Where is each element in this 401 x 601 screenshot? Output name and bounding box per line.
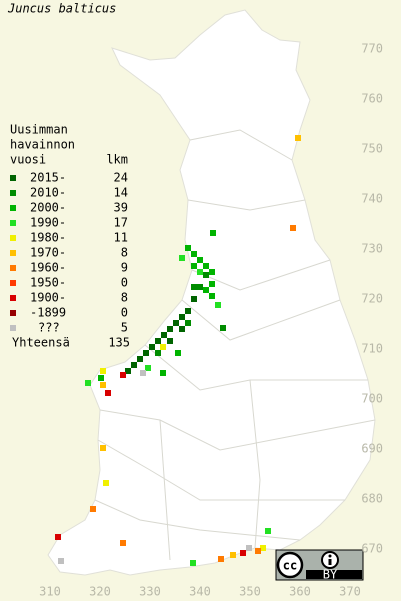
x-axis-label: 320 [89,585,111,599]
legend-swatch [10,265,16,271]
legend-label: 2000- [30,201,66,215]
y-axis-label: 670 [361,542,383,556]
x-axis-label: 370 [339,585,361,599]
legend-total: 135 [108,336,130,350]
country-outline [47,9,376,576]
y-axis-label: 720 [361,292,383,306]
legend-swatch [10,295,16,301]
y-axis-label: 770 [361,42,383,56]
legend-label: ??? [38,321,60,335]
legend-swatch [10,325,16,331]
x-axis-label: 310 [39,585,61,599]
y-axis-label: 740 [361,192,383,206]
legend-count: 11 [114,231,128,245]
legend-count: 0 [121,306,128,320]
legend-count: 17 [114,216,128,230]
x-axis-label: 330 [139,585,161,599]
legend-count: 8 [121,246,128,260]
by-icon-head [328,554,332,558]
legend-label: 1980- [30,231,66,245]
y-axis-label: 730 [361,242,383,256]
legend-swatch [10,220,16,226]
cc-text: cc [283,559,297,573]
y-axis-label: 760 [361,92,383,106]
legend-total-label: Yhteensä [12,336,70,350]
cc-icon [276,551,304,579]
legend-swatch [10,190,16,196]
legend-header: havainnon [10,138,75,152]
legend-count: 39 [114,201,128,215]
legend-count-header: lkm [106,153,128,167]
legend-count: 8 [121,291,128,305]
legend-swatch [10,205,16,211]
legend-label: 1990- [30,216,66,230]
legend-swatch [10,175,16,181]
title: Juncus balticus [7,2,116,16]
legend-label: -1899 [30,306,66,320]
legend-swatch [10,280,16,286]
legend-swatch [10,310,16,316]
legend-count: 14 [114,186,128,200]
legend-count: 0 [121,276,128,290]
y-axis-label: 690 [361,442,383,456]
y-axis-label: 750 [361,142,383,156]
by-icon-body [328,559,332,565]
legend-label: 1960- [30,261,66,275]
observation-squares [55,135,301,566]
x-axis-label: 340 [189,585,211,599]
legend-label: 1900- [30,291,66,305]
legend-label: 2010- [30,186,66,200]
legend-count: 9 [121,261,128,275]
legend-label: 1950- [30,276,66,290]
legend-header: Uusimman [10,123,68,137]
y-axis-label: 710 [361,342,383,356]
x-axis-label: 350 [239,585,261,599]
y-axis-label: 700 [361,392,383,406]
by-text: BY [323,568,338,582]
legend-label: 2015- [30,171,66,185]
legend-swatch [10,250,16,256]
y-axis-label: 680 [361,492,383,506]
legend-count: 24 [114,171,128,185]
legend-swatch [10,235,16,241]
legend-header: vuosi [10,153,46,167]
legend-count: 5 [121,321,128,335]
badge-strip [306,570,362,579]
x-axis-label: 360 [289,585,311,599]
license-badge: cc BY [275,549,364,582]
legend-label: 1970- [30,246,66,260]
